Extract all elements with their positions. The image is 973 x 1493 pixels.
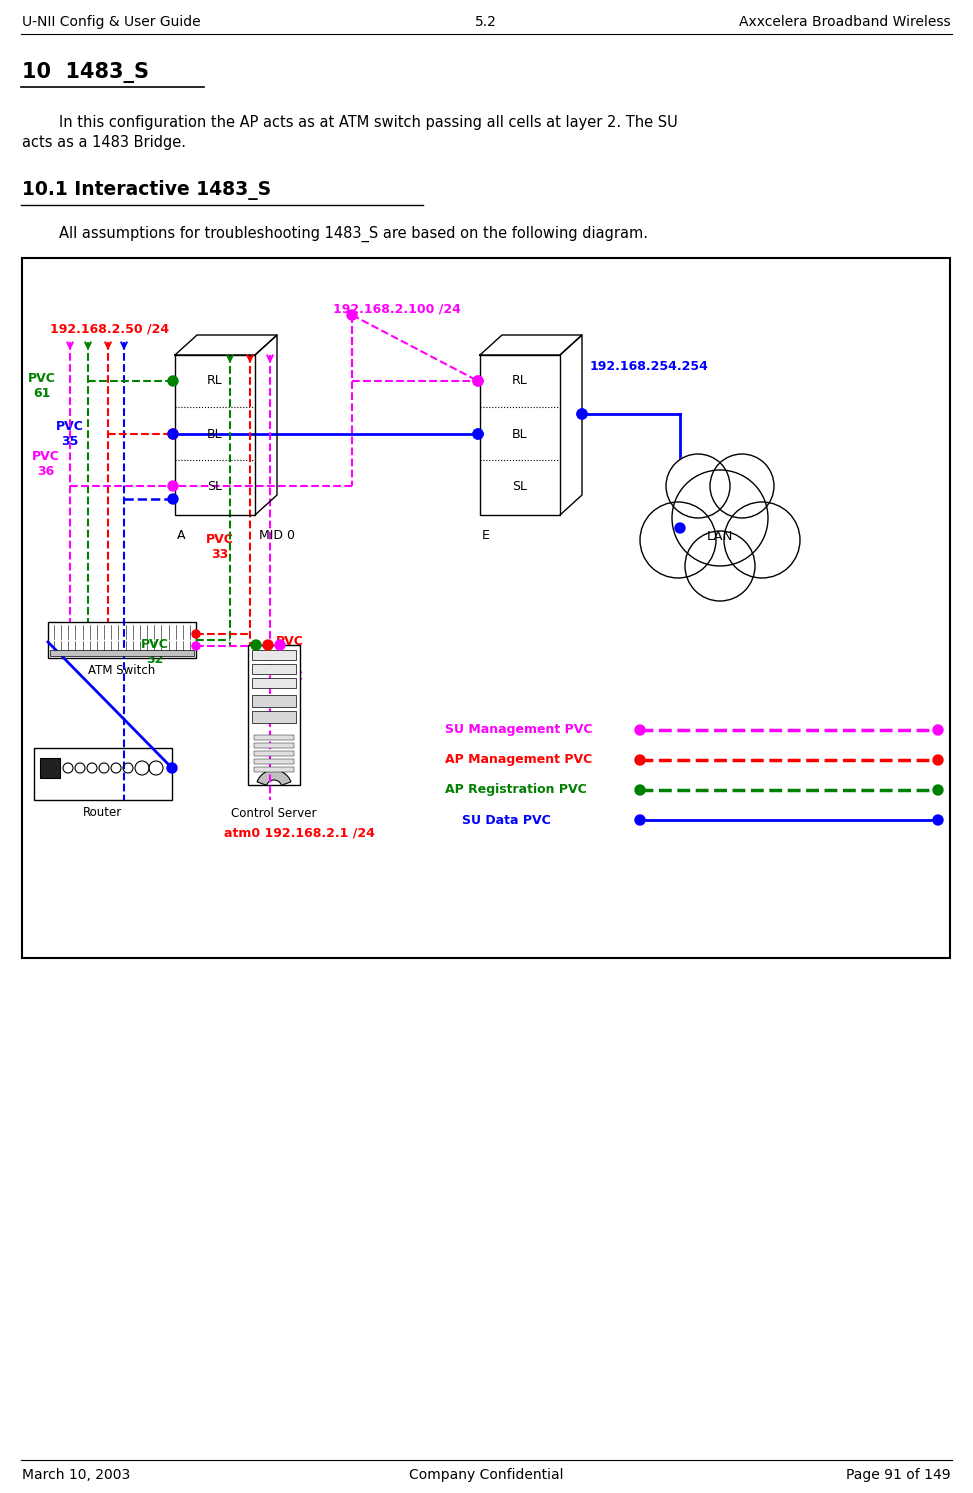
Bar <box>254 751 294 755</box>
Text: 33: 33 <box>281 649 299 663</box>
Text: PVC: PVC <box>141 638 169 651</box>
Wedge shape <box>257 770 291 785</box>
Bar <box>254 744 294 748</box>
Text: PVC: PVC <box>276 670 304 682</box>
Text: SL: SL <box>513 479 527 493</box>
Bar <box>254 767 294 772</box>
Circle shape <box>666 454 730 518</box>
Circle shape <box>635 726 645 735</box>
Bar <box>254 735 294 741</box>
Text: All assumptions for troubleshooting 1483_S are based on the following diagram.: All assumptions for troubleshooting 1483… <box>22 225 648 242</box>
Bar <box>252 678 296 688</box>
Circle shape <box>251 640 261 649</box>
Text: 36: 36 <box>281 685 299 699</box>
Text: Router: Router <box>84 806 123 820</box>
Text: 192.168.2.50 /24: 192.168.2.50 /24 <box>50 322 169 334</box>
Text: 10.1 Interactive 1483_S: 10.1 Interactive 1483_S <box>22 181 271 200</box>
Text: atm0 192.168.2.1 /24: atm0 192.168.2.1 /24 <box>224 827 375 841</box>
Text: 33: 33 <box>211 548 229 561</box>
Circle shape <box>168 376 178 387</box>
Text: PVC: PVC <box>276 635 304 648</box>
Text: SU Data PVC: SU Data PVC <box>462 814 551 827</box>
Bar <box>40 758 60 778</box>
Circle shape <box>724 502 800 578</box>
Bar <box>50 649 194 655</box>
Circle shape <box>168 428 178 439</box>
Circle shape <box>635 815 645 826</box>
Text: Company Confidential: Company Confidential <box>409 1468 563 1483</box>
Bar <box>48 623 196 658</box>
Text: SL: SL <box>207 479 223 493</box>
Text: Control Server: Control Server <box>232 808 317 820</box>
Circle shape <box>192 630 200 638</box>
Text: A: A <box>177 529 186 542</box>
Bar <box>248 645 300 785</box>
Bar <box>252 649 296 660</box>
Circle shape <box>168 494 178 505</box>
Text: 35: 35 <box>61 434 79 448</box>
Circle shape <box>933 755 943 764</box>
Circle shape <box>347 311 357 320</box>
Circle shape <box>168 428 178 439</box>
Text: March 10, 2003: March 10, 2003 <box>22 1468 130 1483</box>
Text: SU Management PVC: SU Management PVC <box>445 724 593 736</box>
Circle shape <box>635 755 645 764</box>
Text: ATM Switch: ATM Switch <box>89 664 156 676</box>
Bar <box>34 748 172 800</box>
Text: BL: BL <box>207 427 223 440</box>
Text: 5.2: 5.2 <box>475 15 497 28</box>
Circle shape <box>192 642 200 649</box>
Text: PVC: PVC <box>28 372 55 385</box>
Text: AP Registration PVC: AP Registration PVC <box>445 784 587 796</box>
Circle shape <box>473 428 483 439</box>
Circle shape <box>685 532 755 602</box>
Circle shape <box>933 785 943 794</box>
Bar <box>252 664 296 673</box>
Text: E: E <box>482 529 489 542</box>
Circle shape <box>577 409 587 420</box>
Text: RL: RL <box>207 375 223 388</box>
Text: AP Management PVC: AP Management PVC <box>445 754 593 766</box>
Bar <box>252 696 296 708</box>
Text: In this configuration the AP acts as at ATM switch passing all cells at layer 2.: In this configuration the AP acts as at … <box>22 115 678 130</box>
Circle shape <box>710 454 774 518</box>
Text: BL: BL <box>512 427 527 440</box>
Circle shape <box>635 785 645 794</box>
Text: RL: RL <box>512 375 528 388</box>
Circle shape <box>577 409 587 420</box>
Bar <box>252 711 296 723</box>
Text: 61: 61 <box>33 387 51 400</box>
Circle shape <box>473 428 483 439</box>
Circle shape <box>473 376 483 387</box>
Bar <box>254 758 294 764</box>
Text: MID 0: MID 0 <box>259 529 295 542</box>
Text: 10  1483_S: 10 1483_S <box>22 63 149 84</box>
Circle shape <box>263 640 273 649</box>
Text: LAN: LAN <box>706 530 734 542</box>
Text: PVC: PVC <box>32 449 60 463</box>
Text: Axxcelera Broadband Wireless: Axxcelera Broadband Wireless <box>739 15 951 28</box>
Circle shape <box>933 815 943 826</box>
Circle shape <box>672 470 768 566</box>
Text: U-NII Config & User Guide: U-NII Config & User Guide <box>22 15 200 28</box>
Circle shape <box>933 726 943 735</box>
Text: 36: 36 <box>37 464 54 478</box>
Text: acts as a 1483 Bridge.: acts as a 1483 Bridge. <box>22 134 186 149</box>
Circle shape <box>167 763 177 773</box>
Bar <box>22 258 950 959</box>
Circle shape <box>168 481 178 491</box>
Text: Page 91 of 149: Page 91 of 149 <box>847 1468 951 1483</box>
Circle shape <box>640 502 716 578</box>
Circle shape <box>675 523 685 533</box>
Circle shape <box>275 640 285 649</box>
Text: PVC: PVC <box>206 533 234 546</box>
Text: 192.168.254.254: 192.168.254.254 <box>590 360 709 373</box>
Text: PVC: PVC <box>56 420 84 433</box>
Text: 192.168.2.100 /24: 192.168.2.100 /24 <box>333 302 461 315</box>
Circle shape <box>473 376 483 387</box>
Text: 32: 32 <box>146 652 163 666</box>
